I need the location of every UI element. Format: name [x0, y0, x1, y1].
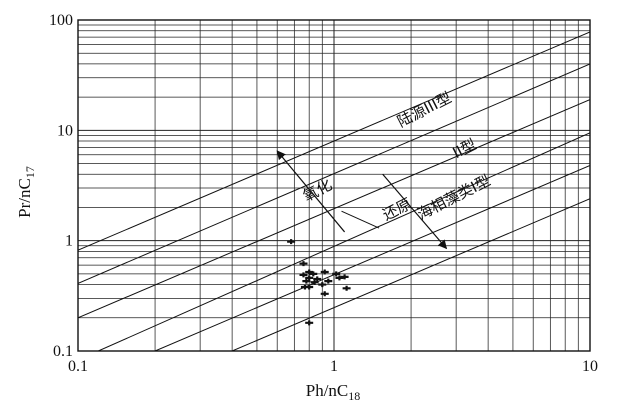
boundary-line [78, 63, 590, 284]
x-axis-label-sub: 18 [348, 389, 360, 403]
data-point [305, 284, 314, 290]
data-point [309, 271, 318, 277]
data-point [305, 320, 314, 326]
data-point [324, 278, 333, 284]
x-axis-label: Ph/nC18 [306, 381, 361, 403]
trend-arrow [382, 173, 448, 250]
connector-line [341, 210, 380, 229]
region-label: 氧化 [300, 176, 335, 206]
data-point [335, 275, 344, 281]
data-point [320, 291, 329, 297]
boundary-line [78, 99, 590, 319]
x-tick-label: 10 [582, 358, 598, 375]
data-point [332, 271, 341, 277]
data-point [320, 269, 329, 275]
y-tick-label: 0.1 [53, 343, 73, 360]
data-point [302, 278, 311, 284]
boundary-line [98, 132, 590, 351]
data-point [299, 261, 308, 267]
x-tick-label: 1 [330, 358, 338, 375]
boundary-line [154, 165, 590, 351]
y-tick-label: 10 [57, 122, 73, 139]
y-axis-label-sub: 17 [23, 166, 37, 178]
data-point [342, 285, 351, 291]
data-point [313, 276, 322, 282]
y-tick-label: 100 [49, 12, 73, 29]
data-point [287, 239, 296, 245]
grid-lines [78, 20, 590, 351]
region-label: 还原 [380, 195, 415, 225]
y-axis-label: Pr/nC17 [15, 166, 37, 218]
data-points [287, 239, 351, 326]
region-label: II型 [450, 135, 479, 162]
y-tick-label: 1 [65, 233, 73, 250]
kerogen-boundary-lines [78, 31, 590, 351]
boundary-line [231, 198, 590, 351]
region-label: 陆源III型 [394, 89, 454, 131]
plot-frame [77, 19, 591, 352]
x-axis-label-main: Ph/nC [306, 381, 349, 400]
trend-arrows [276, 150, 448, 250]
tick-labels: 0.1 1 10 0.1 1 10 100 [49, 12, 598, 375]
data-point [318, 282, 327, 288]
x-tick-label: 0.1 [68, 358, 88, 375]
boundary-line [78, 31, 590, 251]
trend-arrow [276, 150, 346, 233]
data-point [299, 272, 308, 278]
plot-border [77, 19, 591, 352]
data-point [310, 279, 319, 285]
data-point [305, 269, 314, 275]
data-point [305, 275, 314, 281]
region-label: 海相藻类I型 [414, 171, 493, 223]
y-axis-label-main: Pr/nC [15, 178, 34, 218]
